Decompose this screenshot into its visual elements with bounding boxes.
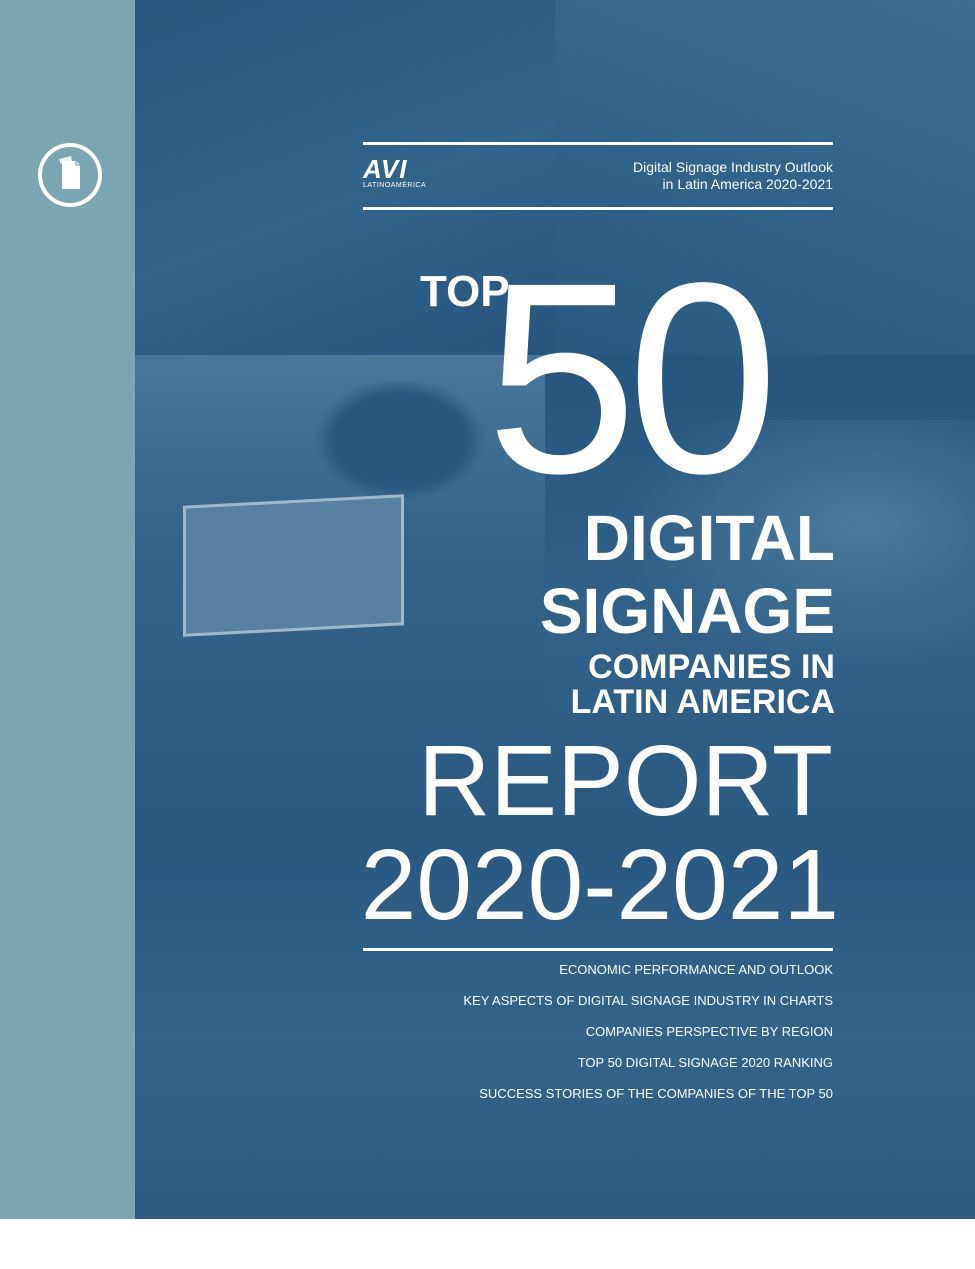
header-rule-top — [363, 142, 833, 145]
logo-subtitle: LATINOAMÉRICA — [363, 182, 427, 189]
contents-rule — [363, 948, 833, 951]
outlook-text: Digital Signage Industry Outlook in Lati… — [513, 159, 833, 193]
contents-item: TOP 50 DIGITAL SIGNAGE 2020 RANKING — [577, 1055, 833, 1070]
cover-photo-store-display — [555, 0, 975, 355]
cover-photo-screens — [135, 855, 975, 1219]
title-latin-america: LATIN AMERICA — [570, 683, 835, 721]
contents-item: SUCCESS STORIES OF THE COMPANIES OF THE … — [479, 1086, 833, 1101]
title-top: TOP — [420, 267, 510, 316]
title-companies: COMPANIES IN — [588, 648, 835, 686]
contents-item: ECONOMIC PERFORMANCE AND OUTLOOK — [559, 962, 833, 977]
outlook-line-2: in Latin America 2020-2021 — [662, 176, 833, 192]
screen-glow — [595, 420, 975, 680]
cover-image — [135, 0, 975, 1219]
title-digital: DIGITAL — [583, 502, 835, 574]
title-number: 50 — [486, 226, 779, 530]
tree-silhouette — [315, 380, 485, 500]
cover-photo-billboard-sky — [135, 0, 555, 355]
photo-tint — [135, 0, 975, 1219]
contents-list: ECONOMIC PERFORMANCE AND OUTLOOK KEY ASP… — [463, 962, 833, 1117]
title-years: 2020-2021 — [360, 829, 839, 941]
title-report: REPORT — [418, 725, 833, 837]
document-glyph — [59, 156, 80, 189]
sidebar — [0, 0, 135, 1219]
contents-item: COMPANIES PERSPECTIVE BY REGION — [585, 1024, 833, 1039]
contents-item: KEY ASPECTS OF DIGITAL SIGNAGE INDUSTRY … — [463, 993, 833, 1008]
header-rule-bottom — [363, 207, 833, 210]
avi-logo: AVI LATINOAMÉRICA — [363, 154, 435, 192]
title-signage: SIGNAGE — [539, 575, 835, 647]
outlook-line-1: Digital Signage Industry Outlook — [633, 159, 833, 175]
logo-mark: AVI — [363, 154, 408, 184]
document-icon[interactable] — [38, 143, 102, 207]
